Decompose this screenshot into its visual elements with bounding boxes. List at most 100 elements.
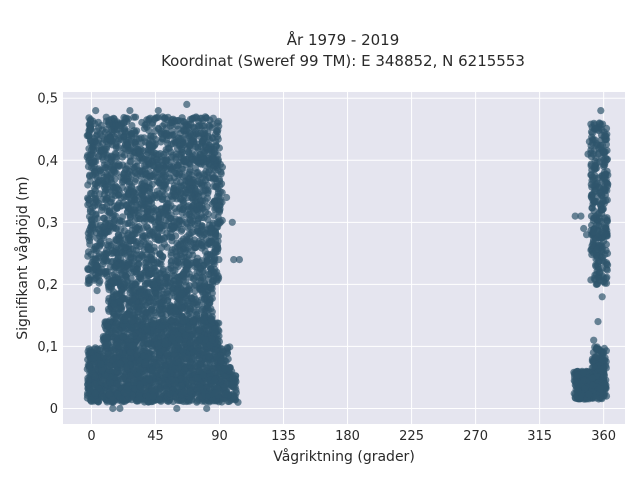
scatter-point [143,204,150,211]
scatter-point [103,146,110,153]
scatter-point [167,302,174,309]
scatter-point [145,376,152,383]
scatter-point [118,313,125,320]
scatter-point [151,335,158,342]
scatter-point [141,134,148,141]
scatter-point [170,316,177,323]
scatter-point [88,164,95,171]
scatter-point [143,326,150,333]
scatter-point [189,229,196,236]
scatter-point [142,359,149,366]
scatter-point [574,388,581,395]
scatter-point [156,306,163,313]
scatter-point [87,126,94,133]
scatter-point [117,360,124,367]
scatter-point [154,207,161,214]
scatter-point [134,209,141,216]
scatter-point [149,264,156,271]
scatter-point [87,251,94,258]
scatter-point [572,378,579,385]
scatter-point [148,256,155,263]
scatter-point [157,385,164,392]
scatter-point [194,298,201,305]
scatter-point [129,295,136,302]
scatter-point [104,216,111,223]
scatter-point [216,202,223,209]
scatter-point [166,358,173,365]
scatter-point [96,280,103,287]
scatter-point [136,366,143,373]
scatter-point [221,365,228,372]
scatter-point [121,119,128,126]
scatter-point [193,353,200,360]
scatter-point [100,254,107,261]
scatter-point [228,381,235,388]
scatter-point [121,389,128,396]
scatter-point [147,191,154,198]
scatter-point [137,148,144,155]
scatter-point [99,204,106,211]
scatter-point [184,300,191,307]
scatter-point [198,239,205,246]
scatter-point [167,230,174,237]
scatter-point [154,233,161,240]
scatter-point [115,327,122,334]
scatter-point [215,136,222,143]
scatter-point [111,271,118,278]
scatter-point [222,384,229,391]
scatter-point [157,358,164,365]
scatter-point [104,272,111,279]
scatter-point [200,317,207,324]
scatter-point [95,153,102,160]
scatter-point [157,182,164,189]
scatter-point [167,141,174,148]
scatter-point [123,202,130,209]
scatter-point [200,153,207,160]
scatter-point [168,132,175,139]
scatter-point [96,190,103,197]
scatter-point [156,276,163,283]
scatter-point [88,217,95,224]
scatter-point [159,175,166,182]
scatter-point [187,141,194,148]
scatter-point [103,241,110,248]
scatter-point [119,154,126,161]
scatter-point [130,189,137,196]
scatter-point [180,141,187,148]
scatter-point [194,144,201,151]
scatter-point [106,391,113,398]
scatter-point [92,390,99,397]
scatter-point [96,228,103,235]
scatter-point [105,189,112,196]
scatter-point [203,253,210,260]
scatter-point [94,262,101,269]
scatter-point [199,393,206,400]
scatter-point [156,396,163,403]
scatter-point [216,182,223,189]
scatter-point [149,367,156,374]
scatter-point [113,237,120,244]
scatter-point [91,346,98,353]
scatter-point [177,130,184,137]
scatter-point [113,293,120,300]
scatter-point [193,399,200,406]
scatter-point [214,119,221,126]
scatter-point [193,312,200,319]
scatter-point [147,148,154,155]
scatter-point [125,303,132,310]
scatter-point [592,164,599,171]
scatter-point [205,145,212,152]
scatter-point [128,183,135,190]
scatter-point [130,366,137,373]
scatter-point [205,271,212,278]
scatter-point [211,167,218,174]
scatter-point [145,340,152,347]
scatter-point [212,247,219,254]
scatter-point [156,349,163,356]
scatter-point [180,318,187,325]
scatter-point [191,114,198,121]
scatter-point [181,118,188,125]
scatter-point [192,156,199,163]
scatter-point [193,187,200,194]
